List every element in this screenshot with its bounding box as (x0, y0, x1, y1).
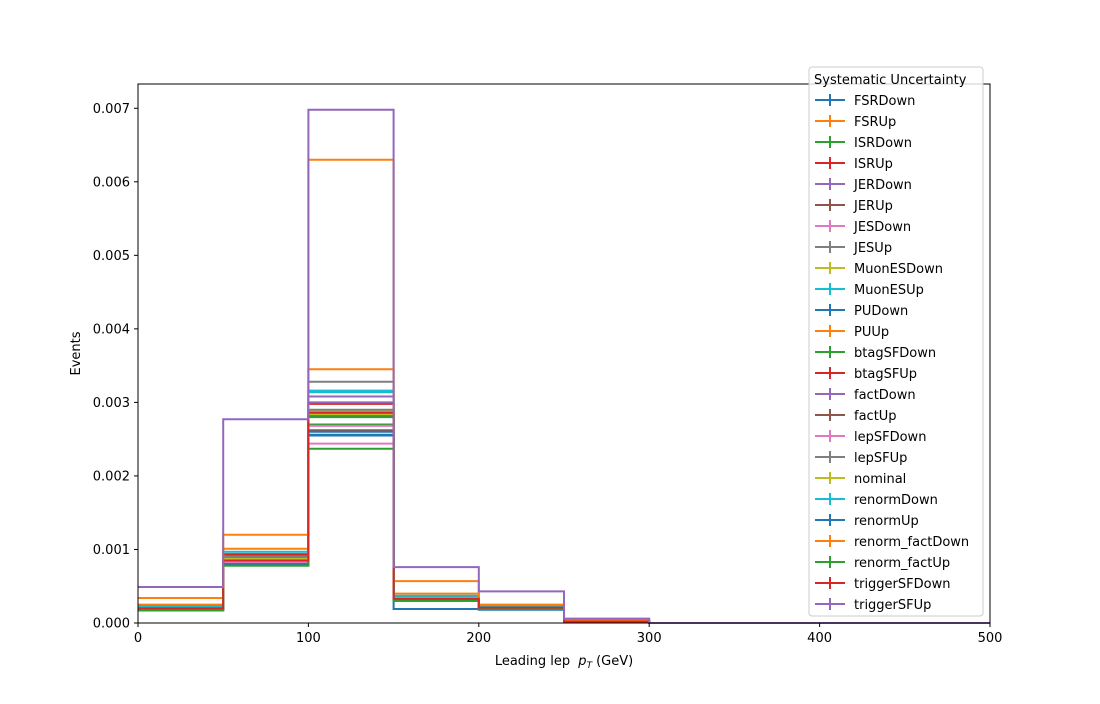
legend-item-nominal: nominal (815, 472, 906, 487)
legend-item-renormUp: renormUp (815, 514, 919, 529)
x-axis-label: Leading lep pT (GeV) (495, 654, 633, 671)
legend-label: triggerSFUp (854, 598, 931, 613)
x-tick-label: 500 (978, 631, 1003, 646)
y-tick-label: 0.001 (93, 543, 130, 558)
x-tick-label: 0 (134, 631, 142, 646)
legend-item-JESUp: JESUp (815, 241, 892, 256)
legend-label: renorm_factDown (854, 535, 969, 550)
legend-label: btagSFUp (854, 367, 917, 382)
legend-label: renormDown (854, 493, 938, 508)
y-tick-label: 0.000 (93, 617, 130, 632)
legend-label: PUDown (854, 304, 908, 319)
legend-label: ISRDown (854, 136, 912, 151)
legend: Systematic Uncertainty FSRDown FSRUp ISRDo… (808, 66, 984, 617)
legend-item-factUp: factUp (815, 409, 897, 424)
legend-item-lepSFDown: lepSFDown (815, 430, 926, 445)
legend-label: JESDown (853, 220, 911, 235)
legend-label: JERUp (853, 199, 893, 214)
legend-item-triggerSFUp: triggerSFUp (815, 598, 931, 613)
legend-item-MuonESUp: MuonESUp (815, 283, 924, 298)
legend-label: FSRDown (854, 94, 915, 109)
y-axis: 0.000 0.001 0.002 0.003 0.004 0.005 0.006 0.007 (93, 102, 138, 632)
legend-label: MuonESDown (854, 262, 943, 277)
legend-item-factDown: factDown (815, 388, 916, 403)
x-tick-label: 200 (466, 631, 491, 646)
legend-item-MuonESDown: MuonESDown (815, 262, 943, 277)
legend-box (808, 66, 984, 617)
legend-items: FSRDown FSRUp ISRDown ISRUp JERDown JERUp JESD… (815, 94, 969, 613)
legend-label: renorm_factUp (854, 556, 950, 571)
y-tick-label: 0.007 (93, 102, 130, 117)
legend-item-PUDown: PUDown (815, 304, 908, 319)
x-tick-label: 300 (637, 631, 662, 646)
axes-frame (137, 83, 991, 624)
legend-item-ISRUp: ISRUp (815, 157, 893, 172)
legend-label: triggerSFDown (854, 577, 950, 592)
y-tick-label: 0.006 (93, 175, 130, 190)
legend-item-renormDown: renormDown (815, 493, 938, 508)
y-tick-label: 0.004 (93, 322, 130, 337)
legend-label: PUUp (854, 325, 889, 340)
legend-item-JESDown: JESDown (815, 220, 911, 235)
legend-label: JERDown (853, 178, 912, 193)
y-tick-label: 0.002 (93, 469, 130, 484)
legend-item-JERDown: JERDown (815, 178, 912, 193)
legend-label: lepSFDown (854, 430, 926, 445)
x-axis-label-unit: (GeV) (596, 654, 633, 669)
legend-item-FSRUp: FSRUp (815, 115, 896, 130)
legend-title: Systematic Uncertainty (814, 73, 967, 88)
x-axis: 0 100 200 300 400 500 (134, 623, 1003, 646)
legend-item-renorm_factUp: renorm_factUp (815, 556, 950, 571)
legend-item-triggerSFDown: triggerSFDown (815, 577, 950, 592)
x-tick-label: 100 (296, 631, 321, 646)
x-axis-label-symbol: p (577, 654, 586, 669)
x-axis-label-subscript: T (587, 661, 594, 671)
legend-item-JERUp: JERUp (815, 199, 893, 214)
y-tick-label: 0.003 (93, 396, 130, 411)
legend-item-btagSFDown: btagSFDown (815, 346, 936, 361)
legend-label: factUp (854, 409, 897, 424)
legend-label: nominal (854, 472, 906, 487)
legend-item-PUUp: PUUp (815, 325, 889, 340)
legend-label: ISRUp (854, 157, 893, 172)
x-tick-label: 400 (807, 631, 832, 646)
x-axis-label-text: Leading lep (495, 654, 570, 669)
legend-label: FSRUp (854, 115, 896, 130)
legend-label: MuonESUp (854, 283, 924, 298)
y-axis-label: Events (69, 331, 84, 375)
legend-label: JESUp (853, 241, 892, 256)
y-tick-label: 0.005 (93, 249, 130, 264)
legend-item-renorm_factDown: renorm_factDown (815, 535, 969, 550)
legend-label: renormUp (854, 514, 919, 529)
legend-item-lepSFUp: lepSFUp (815, 451, 907, 466)
legend-label: btagSFDown (854, 346, 936, 361)
legend-item-ISRDown: ISRDown (815, 136, 912, 151)
legend-item-btagSFUp: btagSFUp (815, 367, 917, 382)
legend-item-FSRDown: FSRDown (815, 94, 915, 109)
legend-label: lepSFUp (854, 451, 907, 466)
legend-label: factDown (854, 388, 916, 403)
